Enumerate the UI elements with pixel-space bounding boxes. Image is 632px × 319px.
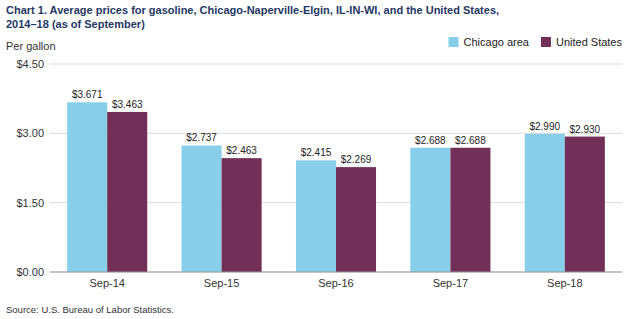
data-label: $2.463 — [226, 145, 257, 156]
x-tick-label: Sep-17 — [433, 277, 468, 289]
bar — [296, 160, 336, 272]
bar — [107, 112, 147, 272]
data-label: $2.930 — [570, 124, 601, 135]
bar — [222, 158, 262, 272]
bar — [565, 137, 605, 272]
grid-line — [50, 272, 622, 273]
y-tick-label: $3.00 — [16, 127, 44, 139]
legend-label: United States — [556, 36, 623, 48]
chart: Chart 1. Average prices for gasoline, Ch… — [0, 0, 632, 319]
data-label: $2.737 — [186, 132, 217, 143]
bar — [336, 167, 376, 272]
data-label: $2.688 — [455, 135, 486, 146]
x-axis-line — [50, 272, 622, 273]
data-label: $2.415 — [301, 147, 332, 158]
legend: United States Chicago area — [449, 36, 623, 48]
bar — [67, 102, 107, 272]
x-tick-label: Sep-16 — [318, 277, 353, 289]
bar — [182, 145, 222, 272]
bar — [410, 148, 450, 272]
data-label: $2.269 — [341, 154, 372, 165]
legend-swatch — [449, 37, 459, 47]
grid-line — [50, 64, 622, 65]
bars — [67, 102, 605, 272]
y-tick-label: $1.50 — [16, 197, 44, 209]
x-tick-label: Sep-15 — [204, 277, 239, 289]
legend-label: Chicago area — [464, 36, 530, 48]
subtitle: 2014–18 (as of September) — [6, 18, 145, 30]
source-note: Source: U.S. Bureau of Labor Statistics. — [6, 304, 174, 315]
title: Chart 1. Average prices for gasoline, Ch… — [6, 4, 499, 16]
bar — [525, 134, 565, 272]
data-label: $3.671 — [72, 89, 103, 100]
legend-swatch — [541, 37, 551, 47]
y-axis-label: Per gallon — [6, 40, 56, 52]
data-label: $3.463 — [112, 99, 143, 110]
x-tick-label: Sep-18 — [547, 277, 582, 289]
bar — [450, 148, 490, 272]
y-tick-label: $0.00 — [16, 266, 44, 278]
y-tick-label: $4.50 — [16, 58, 44, 70]
data-label: $2.688 — [415, 135, 446, 146]
data-label: $2.990 — [529, 121, 560, 132]
x-tick-label: Sep-14 — [89, 277, 124, 289]
